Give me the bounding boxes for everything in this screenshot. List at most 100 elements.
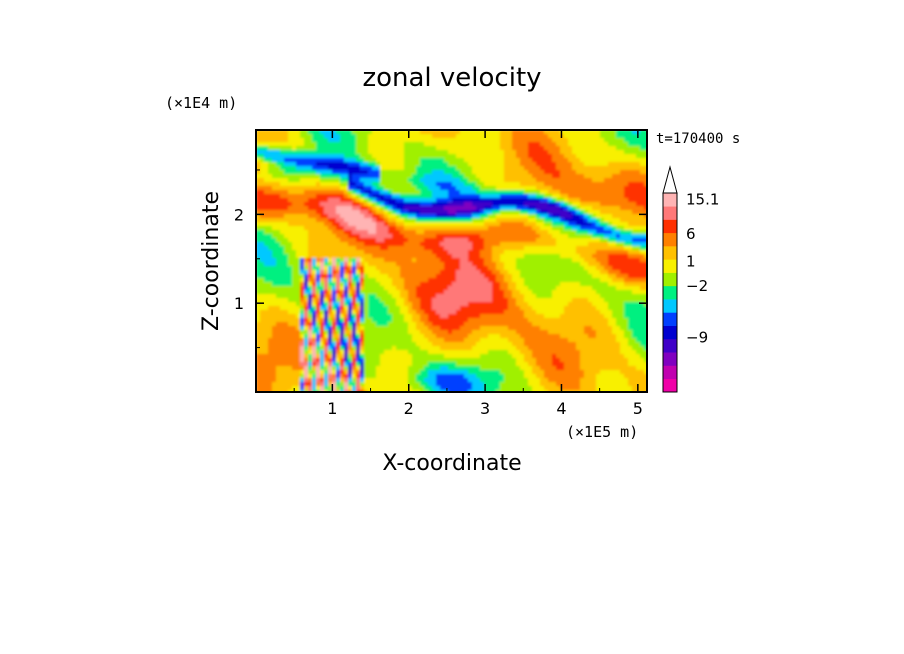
contour-cell [288,194,293,199]
contour-cell [432,250,437,255]
contour-cell [276,214,281,219]
contour-cell [276,310,281,315]
contour-cell [332,318,337,323]
contour-cell [372,378,377,383]
contour-cell [312,226,317,231]
contour-cell [332,370,337,375]
contour-cell [504,378,509,383]
contour-cell [364,162,369,167]
contour-cell [352,354,357,359]
contour-cell [436,218,441,223]
contour-cell [368,270,373,275]
contour-cell [460,226,465,231]
contour-cell [504,194,509,199]
contour-cell [476,178,481,183]
contour-cell [396,226,401,231]
contour-cell [356,314,361,319]
contour-cell [484,154,489,159]
contour-cell [388,186,393,191]
contour-cell [496,146,501,151]
contour-cell [384,310,389,315]
contour-cell [360,386,365,391]
contour-cell [332,202,337,207]
contour-cell [404,374,409,379]
contour-cell [336,174,341,179]
contour-cell [400,338,405,343]
contour-cell [552,222,557,227]
contour-cell [380,286,385,291]
contour-cell [376,306,381,311]
contour-cell [380,250,385,255]
contour-cell [552,350,557,355]
contour-cell [336,330,341,335]
contour-cell [476,194,481,199]
contour-cell [428,198,433,203]
contour-cell [416,298,421,303]
contour-cell [444,294,449,299]
contour-cell [316,202,321,207]
contour-cell [400,314,405,319]
contour-cell [380,166,385,171]
contour-cell [452,206,457,211]
contour-cell [500,226,505,231]
contour-cell [496,230,501,235]
contour-cell [488,334,493,339]
contour-cell [364,302,369,307]
contour-cell [412,230,417,235]
contour-cell [364,230,369,235]
contour-cell [548,346,553,351]
contour-cell [260,206,265,211]
contour-cell [432,266,437,271]
contour-cell [548,306,553,311]
contour-cell [312,382,317,387]
contour-cell [540,238,545,243]
contour-cell [384,326,389,331]
contour-cell [476,286,481,291]
contour-cell [520,246,525,251]
contour-cell [448,346,453,351]
contour-cell [280,226,285,231]
contour-cell [528,150,533,155]
contour-cell [424,210,429,215]
contour-cell [344,334,349,339]
contour-cell [488,222,493,227]
contour-cell [364,146,369,151]
contour-cell [284,178,289,183]
contour-cell [436,310,441,315]
contour-cell [396,338,401,343]
contour-cell [340,354,345,359]
contour-cell [392,158,397,163]
contour-cell [520,186,525,191]
contour-cell [412,214,417,219]
contour-cell [496,266,501,271]
contour-cell [536,350,541,355]
contour-cell [268,386,273,391]
contour-cell [364,202,369,207]
contour-cell [300,150,305,155]
contour-cell [492,134,497,139]
contour-cell [456,338,461,343]
contour-cell [324,210,329,215]
contour-cell [328,298,333,303]
contour-cell [272,314,277,319]
contour-cell [404,250,409,255]
contour-cell [412,210,417,215]
contour-cell [432,202,437,207]
contour-cell [388,142,393,147]
contour-cell [472,222,477,227]
contour-cell [512,250,517,255]
contour-cell [448,170,453,175]
contour-cell [544,162,549,167]
contour-cell [392,198,397,203]
contour-cell [288,362,293,367]
contour-cell [456,166,461,171]
contour-cell [376,130,381,135]
contour-cell [440,162,445,167]
contour-cell [524,378,529,383]
contour-cell [440,278,445,283]
contour-cell [344,270,349,275]
contour-cell [268,382,273,387]
contour-cell [260,318,265,323]
contour-cell [452,134,457,139]
contour-cell [472,186,477,191]
